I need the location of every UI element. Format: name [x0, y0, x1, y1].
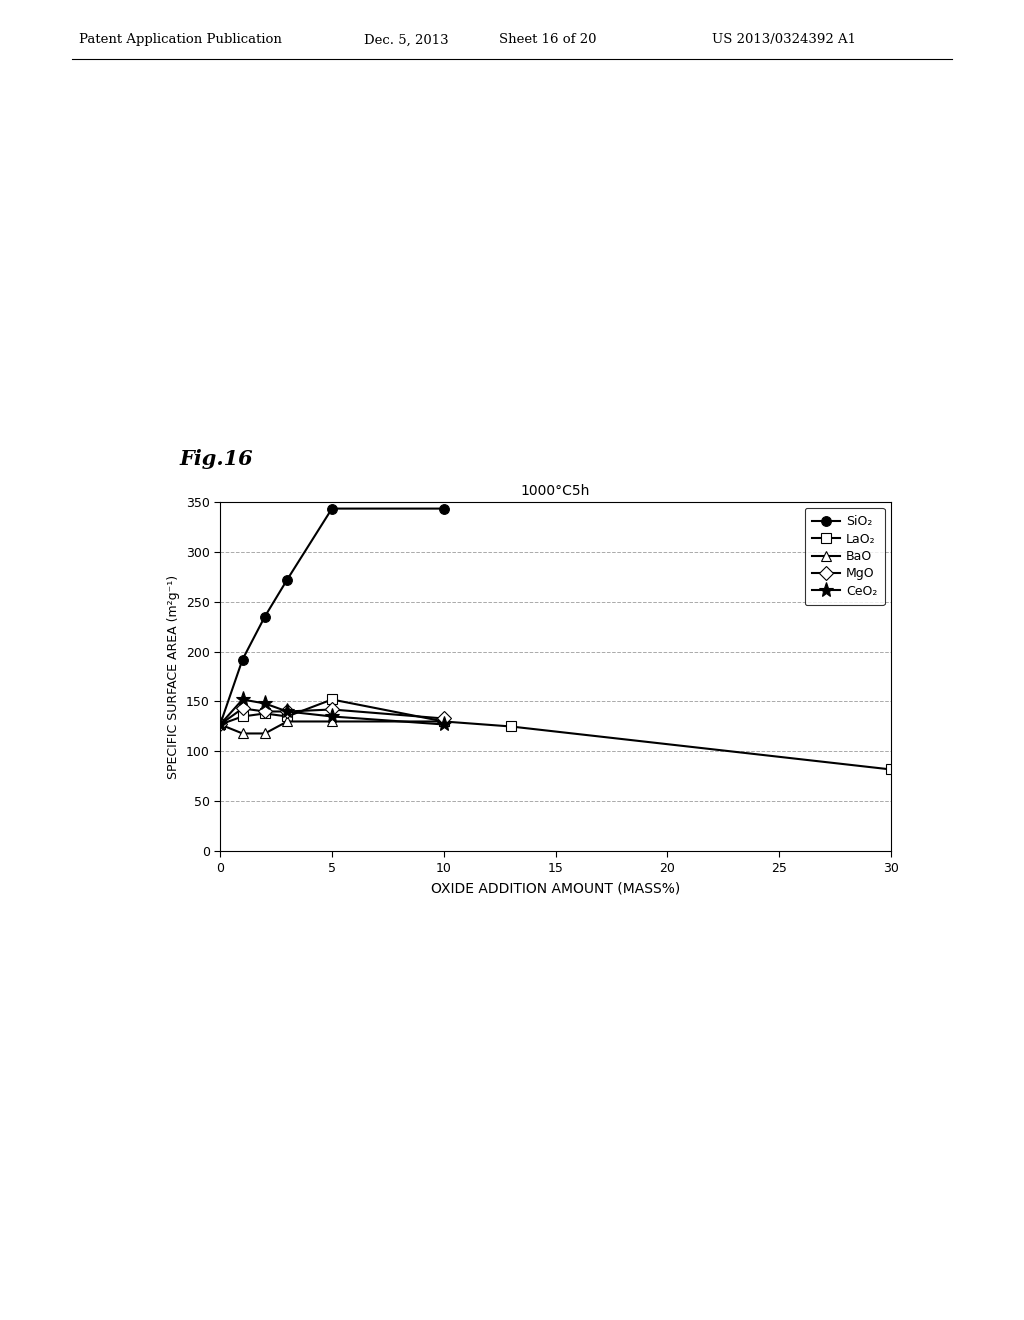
- SiO₂: [437, 500, 450, 516]
- LaO₂: [437, 714, 450, 730]
- BaO: [259, 726, 271, 742]
- Text: Sheet 16 of 20: Sheet 16 of 20: [499, 33, 596, 46]
- LaO₂: [505, 718, 517, 734]
- BaO: [437, 714, 450, 730]
- SiO₂: [214, 717, 226, 733]
- Text: Patent Application Publication: Patent Application Publication: [79, 33, 282, 46]
- Line: CeO₂: CeO₂: [213, 692, 452, 733]
- Line: BaO: BaO: [215, 717, 449, 738]
- LaO₂: [326, 692, 338, 708]
- LaO₂: [885, 762, 897, 777]
- CeO₂: [326, 709, 338, 725]
- Line: SiO₂: SiO₂: [215, 504, 449, 730]
- LaO₂: [259, 706, 271, 722]
- Text: US 2013/0324392 A1: US 2013/0324392 A1: [712, 33, 856, 46]
- BaO: [214, 717, 226, 733]
- MgO: [281, 704, 293, 719]
- SiO₂: [237, 652, 249, 668]
- CeO₂: [437, 717, 450, 733]
- Title: 1000°C5h: 1000°C5h: [521, 483, 590, 498]
- BaO: [281, 714, 293, 730]
- MgO: [237, 701, 249, 717]
- MgO: [214, 717, 226, 733]
- CeO₂: [237, 692, 249, 708]
- SiO₂: [259, 609, 271, 624]
- Legend: SiO₂, LaO₂, BaO, MgO, CeO₂: SiO₂, LaO₂, BaO, MgO, CeO₂: [805, 508, 885, 606]
- BaO: [326, 714, 338, 730]
- Text: Dec. 5, 2013: Dec. 5, 2013: [364, 33, 449, 46]
- X-axis label: OXIDE ADDITION AMOUNT (MASS%): OXIDE ADDITION AMOUNT (MASS%): [431, 882, 680, 896]
- SiO₂: [326, 500, 338, 516]
- CeO₂: [214, 717, 226, 733]
- CeO₂: [281, 704, 293, 719]
- Line: LaO₂: LaO₂: [215, 694, 896, 775]
- LaO₂: [281, 709, 293, 725]
- CeO₂: [259, 696, 271, 711]
- MgO: [437, 710, 450, 726]
- SiO₂: [281, 572, 293, 587]
- Y-axis label: SPECIFIC SURFACE AREA (m²g⁻¹): SPECIFIC SURFACE AREA (m²g⁻¹): [167, 574, 180, 779]
- Text: Fig.16: Fig.16: [179, 449, 253, 469]
- LaO₂: [214, 717, 226, 733]
- LaO₂: [237, 709, 249, 725]
- MgO: [259, 704, 271, 719]
- BaO: [237, 726, 249, 742]
- MgO: [326, 701, 338, 717]
- Line: MgO: MgO: [215, 704, 449, 730]
